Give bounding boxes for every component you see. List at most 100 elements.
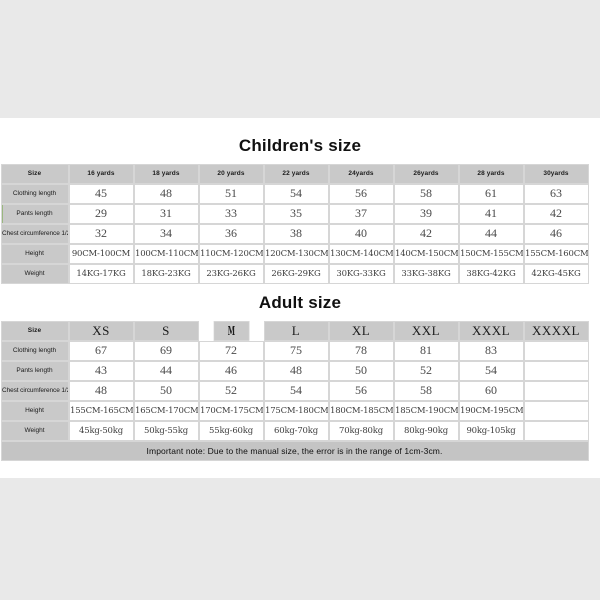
cell-weight-2: 23KG-26KG [198,263,264,284]
adult-cell-pants-length-2: 46 [198,360,264,381]
adult-col-header-0: XS [68,320,134,341]
adult-cell-chest-3: 54 [263,380,329,401]
adult-cell-clothing-length-0: 67 [68,340,134,361]
cell-height-5: 140CM-150CM [393,243,459,264]
adult-cell-pants-length-6: 54 [458,360,524,381]
children-row-clothing-length: Clothing length 45 48 51 54 56 58 61 63 [0,183,589,204]
cell-clothing-length-6: 61 [458,183,524,204]
cell-pants-length-3: 35 [263,203,329,224]
children-col-header-0: 16 yards [68,163,134,184]
cell-clothing-length-3: 54 [263,183,329,204]
cell-chest-0: 32 [68,223,134,244]
cell-height-3: 120CM-130CM [263,243,329,264]
adult-size-title: Adult size [258,293,342,312]
cell-weight-7: 42KG-45KG [523,263,589,284]
adult-cell-weight-1: 50kg-55kg [133,420,199,441]
adult-cell-weight-0: 45kg-50kg [68,420,134,441]
adult-row-label-pants-length: Pants length [0,360,69,381]
children-col-header-3: 22 yards [263,163,329,184]
adult-cell-chest-5: 58 [393,380,459,401]
adult-col-header-2: M [212,320,250,341]
adult-cell-chest-6: 60 [458,380,524,401]
adult-row-weight: Weight 45kg-50kg 50kg-55kg 55kg-60kg 60k… [0,420,589,441]
children-row-label-weight: Weight [0,263,69,284]
adult-row-label-size: Size [0,320,69,341]
cell-chest-1: 34 [133,223,199,244]
adult-cell-clothing-length-7 [523,340,589,361]
adult-cell-weight-5: 80kg-90kg [393,420,459,441]
page-gutter-top [0,0,600,118]
cell-chest-3: 38 [263,223,329,244]
adult-row-label-clothing-length: Clothing length [0,340,69,361]
adult-col-header-4: XL [328,320,394,341]
adult-cell-pants-length-3: 48 [263,360,329,381]
cell-pants-length-2: 33 [198,203,264,224]
children-row-pants-length: Pants length 29 31 33 35 37 39 41 42 [0,203,589,224]
cell-height-1: 100CM-110CM [133,243,199,264]
cell-clothing-length-5: 58 [393,183,459,204]
adult-cell-clothing-length-2: 72 [198,340,264,361]
cell-height-6: 150CM-155CM [458,243,524,264]
size-chart-sheet: Children's size Size 16 yards 18 yards 2… [0,118,600,478]
cell-pants-length-1: 31 [133,203,199,224]
cell-weight-3: 26KG-29KG [263,263,329,284]
cell-clothing-length-0: 45 [68,183,134,204]
adult-cell-clothing-length-1: 69 [133,340,199,361]
cell-weight-0: 14KG-17KG [68,263,134,284]
page-gutter-bottom [0,478,600,600]
adult-row-clothing-length: Clothing length 67 69 72 75 78 81 83 [0,340,589,361]
important-note-text: Important note: Due to the manual size, … [0,440,589,461]
children-row-label-chest-circumference: Chest circumference 1/2 [0,223,70,244]
adult-col-header-1: S [133,320,199,341]
cell-chest-4: 40 [328,223,394,244]
adult-cell-weight-2: 55kg-60kg [198,420,264,441]
adult-cell-height-2: 170CM-175CM [198,400,264,421]
children-row-label-clothing-length: Clothing length [0,183,69,204]
children-col-header-6: 28 yards [458,163,524,184]
cell-clothing-length-2: 51 [198,183,264,204]
adult-col-header-5: XXL [393,320,459,341]
cell-pants-length-0: 29 [68,203,134,224]
adult-cell-height-5: 185CM-190CM [393,400,459,421]
adult-cell-height-4: 180CM-185CM [328,400,394,421]
cell-weight-1: 18KG-23KG [133,263,199,284]
cell-weight-6: 38KG-42KG [458,263,524,284]
adult-cell-clothing-length-3: 75 [263,340,329,361]
cell-chest-5: 42 [393,223,459,244]
adult-cell-pants-length-7 [523,360,589,381]
cell-height-7: 155CM-160CM [523,243,589,264]
cell-pants-length-5: 39 [393,203,459,224]
adult-cell-chest-4: 56 [328,380,394,401]
cell-clothing-length-4: 56 [328,183,394,204]
adult-col-header-7: XXXXL [523,320,589,341]
cell-height-2: 110CM-120CM [198,243,264,264]
adult-cell-clothing-length-4: 78 [328,340,394,361]
adult-row-label-height: Height [0,400,69,421]
important-note-row: Important note: Due to the manual size, … [0,440,589,461]
adult-size-table: Size XS S M L XL XXL XXXL XXXXL Clothing… [0,320,589,461]
adult-cell-chest-7 [523,380,589,401]
adult-cell-weight-3: 60kg-70kg [263,420,329,441]
adult-cell-weight-6: 90kg-105kg [458,420,524,441]
adult-col-header-6: XXXL [458,320,524,341]
adult-cell-pants-length-5: 52 [393,360,459,381]
children-row-label-height: Height [0,243,69,264]
children-row-weight: Weight 14KG-17KG 18KG-23KG 23KG-26KG 26K… [0,263,589,284]
cell-pants-length-6: 41 [458,203,524,224]
children-row-chest-circumference: Chest circumference 1/2 32 34 36 38 40 4… [0,223,589,244]
adult-cell-pants-length-1: 44 [133,360,199,381]
children-row-label-size: Size [0,163,69,184]
children-col-header-4: 24yards [328,163,394,184]
cell-chest-2: 36 [198,223,264,244]
adult-cell-chest-1: 50 [133,380,199,401]
cell-height-4: 130CM-140CM [328,243,394,264]
adult-cell-clothing-length-6: 83 [458,340,524,361]
adult-cell-pants-length-0: 43 [68,360,134,381]
adult-cell-height-6: 190CM-195CM [458,400,524,421]
adult-cell-chest-0: 48 [68,380,134,401]
children-col-header-2: 20 yards [198,163,264,184]
cell-clothing-length-1: 48 [133,183,199,204]
children-size-title: Children's size [238,136,362,155]
cell-weight-5: 33KG-38KG [393,263,459,284]
